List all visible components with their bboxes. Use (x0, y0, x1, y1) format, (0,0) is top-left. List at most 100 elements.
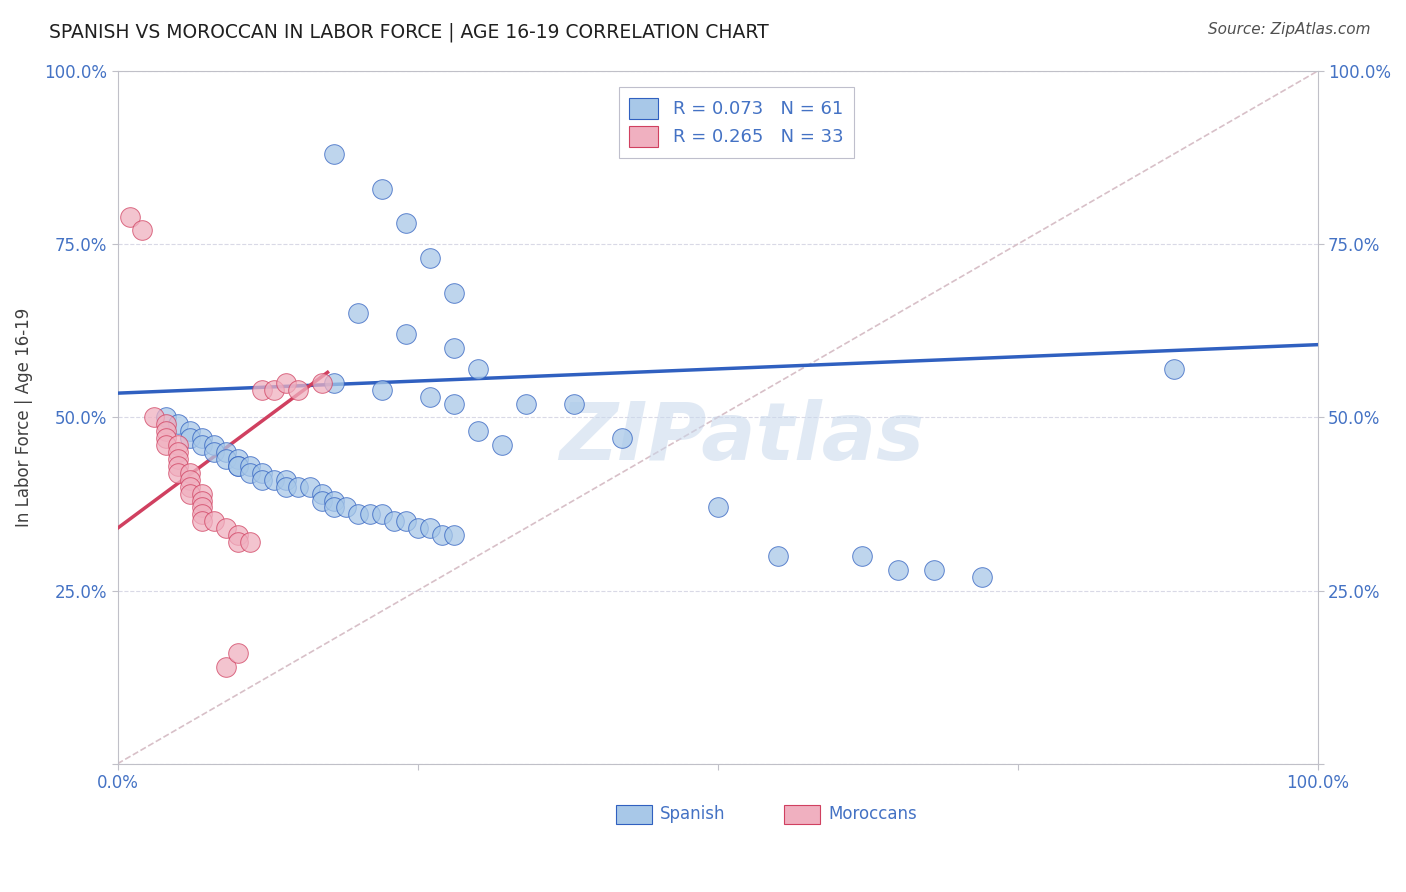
Point (562, 396, 585, 410)
Point (226, 528, 249, 542)
Point (886, 563, 908, 577)
Point (226, 646, 249, 660)
Point (238, 466, 260, 480)
Point (922, 563, 945, 577)
Point (970, 570, 993, 584)
Point (226, 452, 249, 467)
Point (394, 514, 416, 528)
Point (287, 383, 309, 397)
Point (263, 383, 285, 397)
Point (238, 458, 260, 473)
Legend: R = 0.073   N = 61, R = 0.265   N = 33: R = 0.073 N = 61, R = 0.265 N = 33 (619, 87, 855, 158)
Point (155, 438, 177, 452)
Point (190, 431, 212, 445)
Point (335, 500, 357, 515)
Point (250, 466, 273, 480)
Point (179, 480, 201, 494)
Point (190, 438, 212, 452)
Point (406, 521, 429, 535)
Point (179, 473, 201, 487)
Point (443, 341, 465, 355)
Point (419, 521, 441, 535)
Point (311, 376, 333, 390)
Point (214, 445, 236, 459)
Point (118, 210, 141, 224)
Point (166, 445, 188, 459)
Point (250, 473, 273, 487)
Point (322, 147, 344, 161)
Point (202, 514, 225, 528)
Point (166, 438, 188, 452)
Point (311, 493, 333, 508)
Point (394, 217, 416, 231)
Point (274, 480, 297, 494)
Point (131, 223, 153, 237)
Point (419, 251, 441, 265)
FancyBboxPatch shape (783, 805, 820, 824)
Point (322, 376, 344, 390)
Point (370, 383, 392, 397)
Point (190, 500, 212, 515)
Point (202, 445, 225, 459)
Point (238, 535, 260, 549)
Point (287, 480, 309, 494)
Point (766, 549, 789, 563)
Point (142, 410, 165, 425)
FancyBboxPatch shape (616, 805, 651, 824)
Point (166, 452, 188, 467)
Point (155, 431, 177, 445)
Point (443, 285, 465, 300)
Point (311, 486, 333, 500)
Point (226, 535, 249, 549)
Point (190, 493, 212, 508)
Point (491, 438, 513, 452)
Point (382, 514, 405, 528)
Point (166, 466, 188, 480)
Text: Source: ZipAtlas.com: Source: ZipAtlas.com (1208, 22, 1371, 37)
Point (467, 424, 489, 438)
Point (467, 362, 489, 376)
Point (166, 458, 188, 473)
Point (443, 396, 465, 410)
Point (166, 417, 188, 432)
Point (298, 480, 321, 494)
Point (515, 396, 537, 410)
Point (226, 458, 249, 473)
Point (190, 486, 212, 500)
Point (274, 376, 297, 390)
Y-axis label: In Labor Force | Age 16-19: In Labor Force | Age 16-19 (15, 308, 32, 527)
Point (155, 417, 177, 432)
Point (443, 528, 465, 542)
Point (430, 528, 453, 542)
Point (610, 431, 633, 445)
Point (226, 458, 249, 473)
Point (706, 500, 728, 515)
Point (179, 466, 201, 480)
Point (1163, 362, 1185, 376)
Point (370, 182, 392, 196)
Point (179, 486, 201, 500)
Point (370, 508, 392, 522)
Point (250, 383, 273, 397)
Point (214, 659, 236, 673)
Point (346, 508, 368, 522)
Point (155, 410, 177, 425)
Point (214, 452, 236, 467)
Point (214, 521, 236, 535)
Point (394, 327, 416, 342)
Point (179, 424, 201, 438)
Point (322, 493, 344, 508)
Point (346, 306, 368, 320)
Text: Moroccans: Moroccans (828, 805, 917, 823)
Point (274, 473, 297, 487)
Point (155, 424, 177, 438)
Point (179, 431, 201, 445)
Point (359, 508, 381, 522)
Text: ZIPatlas: ZIPatlas (560, 400, 924, 477)
Text: SPANISH VS MOROCCAN IN LABOR FORCE | AGE 16-19 CORRELATION CHART: SPANISH VS MOROCCAN IN LABOR FORCE | AGE… (49, 22, 769, 42)
Point (190, 514, 212, 528)
Point (419, 390, 441, 404)
Point (322, 500, 344, 515)
Point (263, 473, 285, 487)
Text: Spanish: Spanish (659, 805, 725, 823)
